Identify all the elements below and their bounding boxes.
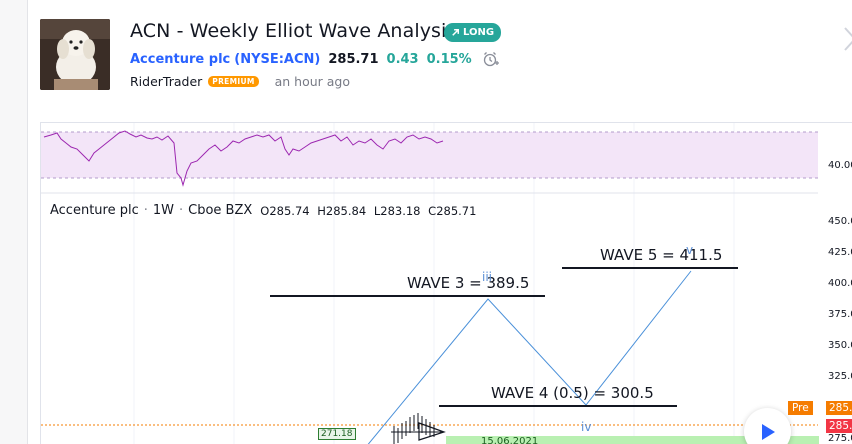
wave-4-label: WAVE 4 (0.5) = 300.5 — [491, 384, 654, 402]
premarket-tag: Pre — [788, 401, 813, 415]
wave-iv-marker: iv — [581, 420, 592, 434]
price-axis-label: 450.0 — [828, 216, 852, 227]
price-change-percent: 0.15% — [426, 51, 472, 67]
wave-iii-marker: iii — [482, 270, 493, 284]
wave-3-label: WAVE 3 = 389.5 — [407, 274, 530, 292]
legend-source: Cboe BZX — [188, 203, 253, 218]
long-badge: LONG — [444, 23, 502, 42]
long-badge-label: LONG — [463, 27, 495, 38]
legend-low: 283.18 — [380, 203, 421, 218]
premarket-price-tag: 285.71 — [826, 401, 852, 415]
price-axis-label: 400.0 — [828, 278, 852, 289]
last-price: 285.71 — [328, 51, 379, 67]
wave-5-label: WAVE 5 = 411.5 — [600, 246, 723, 264]
author-avatar[interactable] — [40, 19, 110, 90]
chart-area[interactable]: Accenture plc · 1W · Cboe BZX O285.74 H2… — [40, 122, 852, 444]
symbol-line: Accenture plc (NYSE:ACN) 285.71 0.43 0.1… — [130, 50, 500, 68]
play-button[interactable] — [744, 408, 791, 444]
left-panel-edge — [0, 0, 28, 444]
wave-path — [367, 270, 692, 444]
rsi-line — [43, 130, 444, 187]
legend-symbol[interactable]: Accenture plc — [50, 203, 139, 218]
chart-legend: Accenture plc · 1W · Cboe BZX O285.74 H2… — [50, 203, 477, 218]
low-price-tag: 271.18 — [318, 428, 356, 440]
chart-canvas — [41, 123, 818, 444]
author-name[interactable]: RiderTrader — [130, 74, 203, 89]
play-icon — [761, 423, 775, 440]
arrow-up-right-icon — [452, 29, 459, 36]
legend-close: 285.71 — [436, 203, 477, 218]
publish-time: an hour ago — [274, 74, 351, 89]
date-range-highlight — [446, 436, 819, 444]
last-price-tag: 285.71 — [826, 419, 852, 433]
premium-badge: PREMIUM — [208, 76, 259, 87]
legend-open: 285.74 — [269, 203, 310, 218]
price-axis-label: 275.0 — [828, 433, 852, 444]
price-axis-label: 425.0 — [828, 247, 852, 258]
price-axis-label: 350.0 — [828, 340, 852, 351]
legend-interval: 1W — [152, 203, 174, 218]
alarm-clock-icon[interactable] — [482, 50, 500, 68]
author-line: RiderTrader PREMIUM an hour ago — [130, 74, 350, 89]
price-axis-label: 325.0 — [828, 371, 852, 382]
legend-high: 285.84 — [325, 203, 367, 218]
price-change: 0.43 — [386, 51, 419, 67]
legend-ohlc: O285.74 H285.84 L283.18 C285.71 — [260, 203, 477, 218]
idea-header: ACN - Weekly Elliot Wave Analysis LONG A… — [28, 0, 852, 108]
date-range-label: 15.06.2021 — [481, 436, 539, 444]
wave-v-marker: v — [686, 243, 694, 257]
chevron-right-icon[interactable] — [840, 22, 852, 56]
idea-title[interactable]: ACN - Weekly Elliot Wave Analysis — [130, 20, 457, 42]
symbol-name-link[interactable]: Accenture plc — [130, 51, 231, 67]
symbol-exchange-link[interactable]: (NYSE:ACN) — [234, 51, 321, 67]
price-axis-label: 375.0 — [828, 309, 852, 320]
rsi-axis-label: 40.00 — [828, 160, 852, 171]
